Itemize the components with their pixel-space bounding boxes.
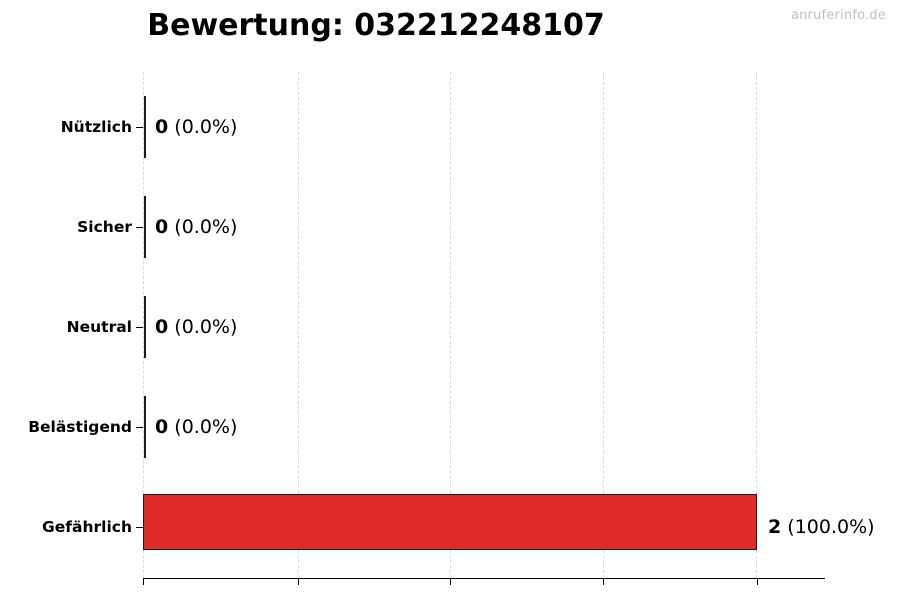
plot-area bbox=[143, 72, 757, 578]
bar-percent-belaestigend: (0.0%) bbox=[174, 416, 238, 438]
gridline-x-4 bbox=[756, 72, 757, 578]
bar-gefaehrlich[interactable] bbox=[143, 494, 757, 550]
x-axis-tick-0 bbox=[143, 578, 144, 585]
y-axis-label-gefaehrlich: Gefährlich bbox=[42, 518, 132, 536]
x-axis-line bbox=[143, 578, 825, 579]
gridline-x-3 bbox=[603, 72, 604, 578]
y-axis-label-neutral: Neutral bbox=[66, 318, 132, 336]
bar-belaestigend[interactable] bbox=[144, 396, 146, 458]
gridline-x-2 bbox=[450, 72, 451, 578]
bar-percent-nuetzlich: (0.0%) bbox=[174, 116, 238, 138]
bar-nuetzlich[interactable] bbox=[144, 96, 146, 158]
y-axis-label-belaestigend: Belästigend bbox=[28, 418, 132, 436]
y-axis-tick-sicher bbox=[136, 227, 143, 228]
bar-value-label-belaestigend: 0 (0.0%) bbox=[155, 416, 237, 438]
x-axis-tick-4 bbox=[757, 578, 758, 585]
bar-percent-gefaehrlich: (100.0%) bbox=[787, 516, 875, 538]
y-axis-tick-belaestigend bbox=[136, 427, 143, 428]
page-title: Bewertung: 032212248107 bbox=[147, 8, 605, 43]
x-axis-tick-3 bbox=[603, 578, 604, 585]
bar-count-neutral: 0 bbox=[155, 316, 169, 338]
y-axis-tick-gefaehrlich bbox=[136, 527, 143, 528]
y-axis-tick-nuetzlich bbox=[136, 127, 143, 128]
bar-value-label-gefaehrlich: 2 (100.0%) bbox=[768, 516, 875, 538]
x-axis-tick-2 bbox=[450, 578, 451, 585]
bar-neutral[interactable] bbox=[144, 296, 146, 358]
bar-value-label-neutral: 0 (0.0%) bbox=[155, 316, 237, 338]
bar-sicher[interactable] bbox=[144, 196, 146, 258]
watermark-label: anruferinfo.de bbox=[790, 8, 886, 23]
bar-value-label-nuetzlich: 0 (0.0%) bbox=[155, 116, 237, 138]
y-axis-tick-neutral bbox=[136, 327, 143, 328]
y-axis-label-sicher: Sicher bbox=[77, 218, 132, 236]
gridline-x-1 bbox=[298, 72, 299, 578]
x-axis-tick-1 bbox=[298, 578, 299, 585]
bar-count-gefaehrlich: 2 bbox=[768, 516, 782, 538]
gridline-x-0 bbox=[143, 72, 144, 578]
bar-percent-neutral: (0.0%) bbox=[174, 316, 238, 338]
bar-value-label-sicher: 0 (0.0%) bbox=[155, 216, 237, 238]
bar-count-nuetzlich: 0 bbox=[155, 116, 169, 138]
bar-count-belaestigend: 0 bbox=[155, 416, 169, 438]
y-axis-label-nuetzlich: Nützlich bbox=[60, 118, 132, 136]
bar-count-sicher: 0 bbox=[155, 216, 169, 238]
bar-percent-sicher: (0.0%) bbox=[174, 216, 238, 238]
